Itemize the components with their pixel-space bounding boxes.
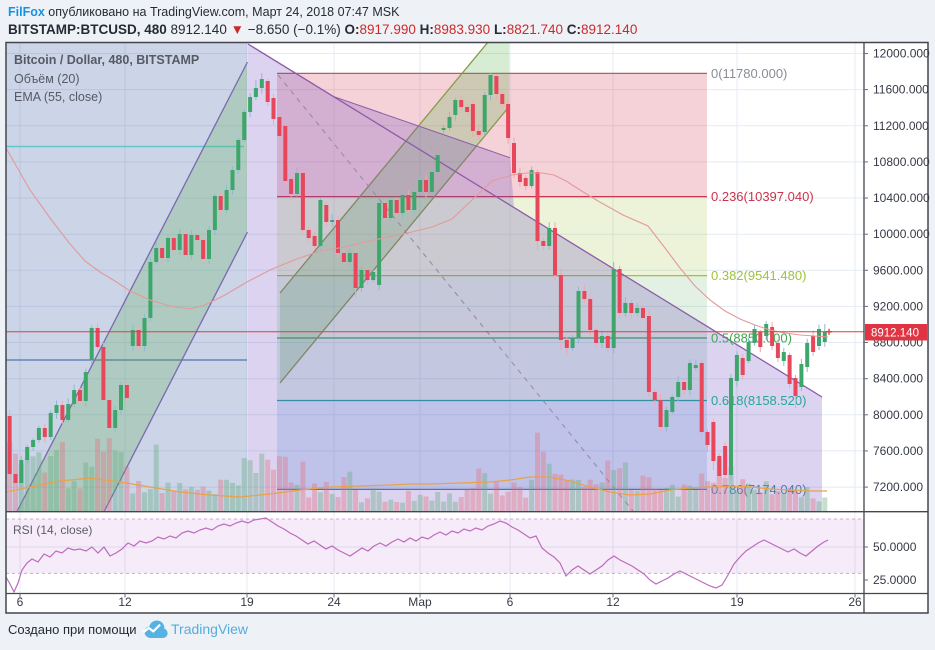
svg-text:BITSTAMP:BTCUSD, 480 8912.140: BITSTAMP:BTCUSD, 480 8912.140 ▼ −8.650 (… [8, 22, 637, 37]
svg-text:25.0000: 25.0000 [873, 573, 917, 587]
svg-text:7200.000: 7200.000 [873, 480, 923, 494]
svg-text:6: 6 [17, 595, 24, 609]
svg-text:10000.000: 10000.000 [873, 227, 930, 241]
svg-text:Мар: Мар [408, 595, 432, 609]
svg-text:50.0000: 50.0000 [873, 540, 917, 554]
svg-text:9200.000: 9200.000 [873, 299, 923, 313]
svg-text:12000.000: 12000.000 [873, 47, 930, 61]
svg-text:7600.000: 7600.000 [873, 444, 923, 458]
svg-text:19: 19 [240, 595, 254, 609]
svg-text:EMA (55, close): EMA (55, close) [14, 90, 102, 104]
svg-text:26: 26 [848, 595, 862, 609]
svg-text:24: 24 [327, 595, 341, 609]
svg-text:12: 12 [118, 595, 132, 609]
svg-text:Bitcoin / Dollar, 480, BITSTAM: Bitcoin / Dollar, 480, BITSTAMP [14, 53, 199, 67]
svg-text:Создано при помощи: Создано при помощи [8, 622, 137, 637]
svg-text:Объём (20): Объём (20) [14, 72, 80, 86]
svg-text:6: 6 [507, 595, 514, 609]
svg-text:10800.000: 10800.000 [873, 155, 930, 169]
svg-text:9600.000: 9600.000 [873, 263, 923, 277]
svg-text:8400.000: 8400.000 [873, 372, 923, 386]
svg-text:8000.000: 8000.000 [873, 408, 923, 422]
svg-text:0(11780.000): 0(11780.000) [711, 66, 787, 81]
svg-text:0.618(8158.520): 0.618(8158.520) [711, 393, 806, 408]
svg-text:0.382(9541.480): 0.382(9541.480) [711, 268, 806, 283]
svg-text:19: 19 [730, 595, 744, 609]
svg-text:FilFox опубликовано на Trading: FilFox опубликовано на TradingView.com, … [8, 5, 400, 19]
svg-text:RSI (14, close): RSI (14, close) [13, 523, 92, 537]
svg-text:0.236(10397.040): 0.236(10397.040) [711, 189, 814, 204]
svg-text:11600.000: 11600.000 [873, 83, 929, 97]
svg-text:10400.000: 10400.000 [873, 191, 930, 205]
svg-text:TradingView: TradingView [171, 621, 249, 637]
svg-text:11200.000: 11200.000 [873, 119, 929, 133]
svg-text:8912.140: 8912.140 [871, 328, 919, 340]
svg-text:12: 12 [606, 595, 620, 609]
